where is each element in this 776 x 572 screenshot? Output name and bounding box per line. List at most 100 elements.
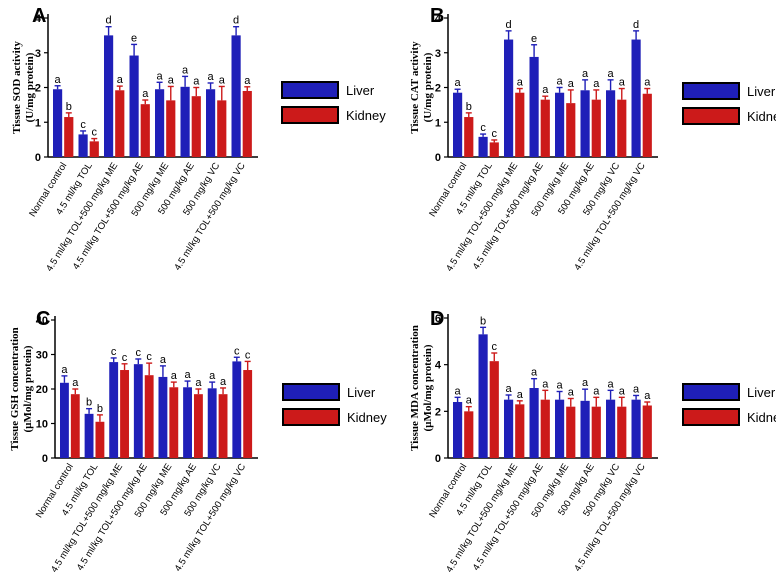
bar-kidney <box>193 394 203 458</box>
bar-kidney <box>464 411 474 458</box>
y-axis-label-line: Tissue MDA concentration <box>409 325 421 451</box>
y-tick-label: 30 <box>36 350 48 362</box>
bar-kidney <box>540 399 550 458</box>
y-tick-label: 0 <box>435 152 441 164</box>
significance-label: a <box>117 74 124 86</box>
significance-label: a <box>142 88 149 100</box>
significance-label: d <box>633 19 639 31</box>
significance-label: a <box>619 385 626 397</box>
significance-label: c <box>480 122 486 134</box>
bar-kidney <box>218 394 228 458</box>
bar-liver <box>207 388 217 458</box>
significance-label: b <box>480 315 486 327</box>
panel-letter: C <box>36 308 50 330</box>
significance-label: a <box>582 377 589 389</box>
y-tick-label: 3 <box>435 48 441 60</box>
significance-label: a <box>608 378 615 390</box>
bar-kidney <box>243 370 253 458</box>
bar-liver <box>104 35 114 157</box>
bar-kidney <box>566 406 576 458</box>
significance-label: a <box>542 378 549 390</box>
significance-label: a <box>557 76 564 88</box>
legend: Liver Kidney <box>682 82 776 125</box>
bar-kidney <box>144 375 154 458</box>
significance-label: c <box>234 345 240 357</box>
bar-kidney <box>540 99 550 157</box>
significance-label: d <box>233 15 239 27</box>
significance-label: a <box>244 75 251 87</box>
bar-liver <box>504 39 514 157</box>
y-axis-label: Tissue MDA concentration (µMol/mg protein… <box>409 325 434 451</box>
bar-liver <box>60 382 69 458</box>
significance-label: a <box>193 76 200 88</box>
significance-label: a <box>209 370 216 382</box>
bar-liver <box>555 399 565 458</box>
panel-letter: A <box>32 5 46 27</box>
y-axis-label-line: (µMol/mg protein) <box>422 344 434 431</box>
bar-liver <box>631 39 641 157</box>
y-axis-label: Tissue SOD activity (U/mg protein) <box>11 41 36 134</box>
y-tick-label: 40 <box>36 315 48 327</box>
legend-swatch-liver <box>282 383 340 401</box>
bar-liver <box>129 55 139 157</box>
y-axis-label-line: (U/mg protein) <box>24 52 36 122</box>
bar-kidney <box>191 96 201 157</box>
y-axis-label-line: (U/mg protein) <box>422 52 434 122</box>
bar-kidney <box>64 117 74 157</box>
significance-label: a <box>455 77 462 89</box>
significance-label: a <box>182 64 189 76</box>
bar-kidney <box>464 117 474 157</box>
y-tick-label: 0 <box>42 453 48 465</box>
significance-label: a <box>582 68 589 80</box>
significance-label: a <box>160 354 167 366</box>
significance-label: c <box>122 352 128 364</box>
significance-label: a <box>568 387 575 399</box>
significance-label: a <box>557 380 564 392</box>
significance-label: e <box>531 33 537 45</box>
significance-label: a <box>219 74 226 86</box>
significance-label: b <box>66 101 72 113</box>
legend-swatch-kidney <box>281 106 339 124</box>
bar-kidney <box>617 99 627 157</box>
bar-kidney <box>489 361 499 458</box>
bar-kidney <box>217 100 227 157</box>
bar-liver <box>183 387 192 458</box>
bar-kidney <box>515 404 525 458</box>
significance-label: a <box>466 395 473 407</box>
legend-label-liver: Liver <box>747 84 776 99</box>
y-tick-label: 2 <box>435 406 441 418</box>
bar-kidney <box>169 387 179 458</box>
y-tick-label: 0 <box>435 453 441 465</box>
bar-liver <box>206 89 216 157</box>
y-axis-label-line: (µMol/mg protein) <box>22 345 34 432</box>
bar-liver <box>529 388 539 458</box>
significance-label: a <box>220 376 227 388</box>
bar-kidney <box>617 406 627 458</box>
bar-kidney <box>115 90 125 157</box>
significance-label: a <box>208 71 215 83</box>
legend-label-liver: Liver <box>346 83 375 98</box>
bar-liver <box>158 376 168 458</box>
y-tick-label: 6 <box>435 313 441 325</box>
bar-liver <box>478 334 488 458</box>
significance-label: a <box>506 383 513 395</box>
legend-swatch-liver <box>682 383 740 401</box>
y-tick-label: 2 <box>35 83 41 95</box>
significance-label: b <box>97 403 103 415</box>
legend-label-kidney: Kidney <box>347 410 387 425</box>
bar-liver <box>231 35 241 157</box>
bar-liver <box>53 89 63 157</box>
legend-swatch-kidney <box>682 408 740 426</box>
legend-swatch-kidney <box>682 107 740 125</box>
significance-label: a <box>568 78 575 90</box>
significance-label: a <box>195 377 202 389</box>
significance-label: a <box>61 364 68 376</box>
significance-label: a <box>644 77 651 89</box>
bar-kidney <box>515 92 525 157</box>
legend: Liver Kidney <box>282 383 387 426</box>
bar-liver <box>109 362 119 458</box>
significance-label: a <box>72 377 79 389</box>
legend-label-liver: Liver <box>747 385 776 400</box>
y-axis-label-line: Tissue CAT activity <box>409 41 421 134</box>
